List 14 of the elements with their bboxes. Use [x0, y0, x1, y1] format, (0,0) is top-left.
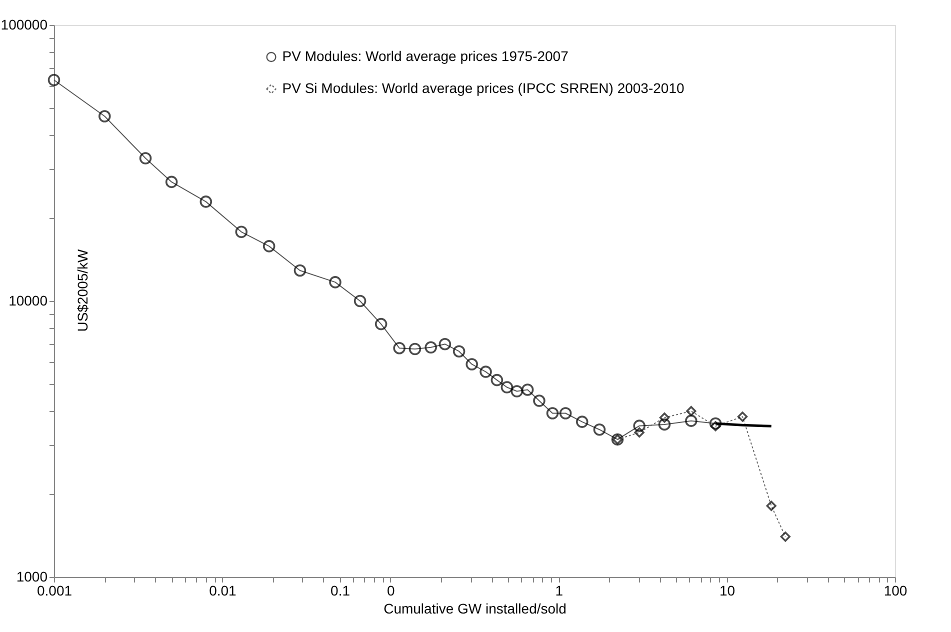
- x-tick-label: 100: [884, 582, 908, 598]
- y-tick-label: 10000: [8, 292, 48, 308]
- x-tick-label: 0.01: [209, 582, 237, 598]
- legend-label: PV Modules: World average prices 1975-2007: [282, 48, 569, 64]
- y-tick-label: 1000: [16, 568, 48, 584]
- x-tick-label: 0.001: [36, 582, 72, 598]
- x-tick-label: 10: [720, 582, 736, 598]
- x-tick-label: 1: [555, 582, 564, 598]
- x-tick-label: 0: [387, 582, 395, 598]
- y-tick-label: 100000: [0, 16, 48, 32]
- x-tick-label: 0.1: [330, 582, 350, 598]
- y-axis-title: US$2005/kW: [74, 248, 90, 332]
- x-axis-title: Cumulative GW installed/sold: [384, 600, 566, 616]
- legend-label: PV Si Modules: World average prices (IPCC SRREN) 2003-2010: [282, 80, 684, 96]
